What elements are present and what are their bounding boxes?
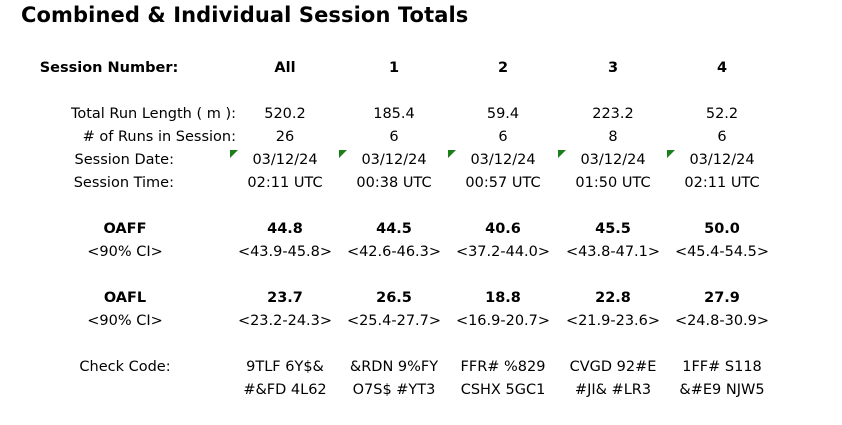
oaff-ci-cell[interactable]: <45.4-54.5> <box>674 244 770 260</box>
session-number-label: Session Number: <box>39 60 179 76</box>
check-code-cell[interactable]: #&FD 4L62 <box>243 382 327 398</box>
run-length-cell[interactable]: 52.2 <box>705 106 739 122</box>
num-runs-cell[interactable]: 6 <box>389 129 399 145</box>
session-date-label: Session Date: <box>74 152 174 168</box>
session-time-cell[interactable]: 02:11 UTC <box>247 175 323 191</box>
run-length-cell[interactable]: 59.4 <box>486 106 520 122</box>
oafl-ci-cell[interactable]: <24.8-30.9> <box>674 313 770 329</box>
check-code-cell[interactable]: #JI& #LR3 <box>574 382 652 398</box>
oaff-ci-row: <90% CI> <43.9-45.8> <42.6-46.3> <37.2-4… <box>0 241 842 264</box>
comment-indicator-icon[interactable] <box>448 150 456 158</box>
oafl-cell[interactable]: 22.8 <box>595 290 631 306</box>
session-date-cell[interactable]: 03/12/24 <box>558 149 668 172</box>
run-length-row: Total Run Length ( m ): 520.2 185.4 59.4… <box>0 103 842 126</box>
num-runs-cell[interactable]: 6 <box>498 129 508 145</box>
oafl-ci-cell[interactable]: <25.4-27.7> <box>346 313 442 329</box>
oaff-cell[interactable]: 44.5 <box>376 221 412 237</box>
column-header-all[interactable]: All <box>274 60 296 76</box>
session-time-label: Session Time: <box>73 175 174 191</box>
session-date-value: 03/12/24 <box>361 152 427 168</box>
session-time-cell[interactable]: 00:38 UTC <box>356 175 432 191</box>
session-date-cell[interactable]: 03/12/24 <box>448 149 558 172</box>
column-header-1[interactable]: 1 <box>388 60 400 76</box>
session-date-value: 03/12/24 <box>252 152 318 168</box>
column-header-2[interactable]: 2 <box>497 60 509 76</box>
check-code-cell[interactable]: CSHX 5GC1 <box>460 382 546 398</box>
oafl-cell[interactable]: 27.9 <box>704 290 740 306</box>
comment-indicator-icon[interactable] <box>558 150 566 158</box>
comment-indicator-icon[interactable] <box>339 150 347 158</box>
run-length-label: Total Run Length ( m ): <box>70 106 236 122</box>
num-runs-cell[interactable]: 8 <box>608 129 618 145</box>
oaff-cell[interactable]: 40.6 <box>485 221 521 237</box>
oaff-cell[interactable]: 45.5 <box>595 221 631 237</box>
oaff-cell[interactable]: 50.0 <box>704 221 740 237</box>
run-length-cell[interactable]: 185.4 <box>373 106 415 122</box>
comment-indicator-icon[interactable] <box>230 150 238 158</box>
oafl-label: OAFL <box>103 290 147 306</box>
check-code-row-2: #&FD 4L62 O7S$ #YT3 CSHX 5GC1 #JI& #LR3 … <box>0 379 842 402</box>
oaff-row: OAFF 44.8 44.5 40.6 45.5 50.0 <box>0 218 842 241</box>
check-code-cell[interactable]: 9TLF 6Y$& <box>246 359 324 375</box>
session-time-cell[interactable]: 00:57 UTC <box>465 175 541 191</box>
check-code-label: Check Code: <box>79 359 171 375</box>
session-date-value: 03/12/24 <box>470 152 536 168</box>
oaff-label: OAFF <box>103 221 147 237</box>
oafl-cell[interactable]: 18.8 <box>485 290 521 306</box>
num-runs-label: # of Runs in Session: <box>82 129 236 145</box>
oaff-ci-cell[interactable]: <43.8-47.1> <box>565 244 661 260</box>
oaff-ci-cell[interactable]: <37.2-44.0> <box>455 244 551 260</box>
comment-indicator-icon[interactable] <box>667 150 675 158</box>
session-time-cell[interactable]: 01:50 UTC <box>575 175 651 191</box>
session-date-value: 03/12/24 <box>580 152 646 168</box>
check-code-cell[interactable]: O7S$ #YT3 <box>352 382 436 398</box>
session-date-row: Session Date: 03/12/24 03/12/24 03/12/24… <box>0 149 842 172</box>
oafl-ci-label: <90% CI> <box>87 313 163 329</box>
oaff-cell[interactable]: 44.8 <box>267 221 303 237</box>
check-code-cell[interactable]: &#E9 NJW5 <box>679 382 765 398</box>
num-runs-row: # of Runs in Session: 26 6 6 8 6 <box>0 126 842 149</box>
num-runs-cell[interactable]: 6 <box>717 129 727 145</box>
oaff-ci-cell[interactable]: <42.6-46.3> <box>346 244 442 260</box>
check-code-cell[interactable]: &RDN 9%FY <box>349 359 439 375</box>
check-code-cell[interactable]: FFR# %829 <box>460 359 546 375</box>
oafl-ci-cell[interactable]: <23.2-24.3> <box>237 313 333 329</box>
oafl-cell[interactable]: 26.5 <box>376 290 412 306</box>
oafl-ci-cell[interactable]: <21.9-23.6> <box>565 313 661 329</box>
oafl-row: OAFL 23.7 26.5 18.8 22.8 27.9 <box>0 287 842 310</box>
check-code-row: Check Code: 9TLF 6Y$& &RDN 9%FY FFR# %82… <box>0 356 842 379</box>
oafl-cell[interactable]: 23.7 <box>267 290 303 306</box>
column-header-3[interactable]: 3 <box>607 60 619 76</box>
column-header-4[interactable]: 4 <box>716 60 728 76</box>
session-date-cell[interactable]: 03/12/24 <box>230 149 340 172</box>
check-code-cell[interactable]: CVGD 92#E <box>569 359 657 375</box>
session-time-row: Session Time: 02:11 UTC 00:38 UTC 00:57 … <box>0 172 842 195</box>
page-title: Combined & Individual Session Totals <box>21 3 469 27</box>
header-row: Session Number: All 1 2 3 4 <box>0 57 842 80</box>
oafl-ci-cell[interactable]: <16.9-20.7> <box>455 313 551 329</box>
oafl-ci-row: <90% CI> <23.2-24.3> <25.4-27.7> <16.9-2… <box>0 310 842 333</box>
session-time-cell[interactable]: 02:11 UTC <box>684 175 760 191</box>
num-runs-cell[interactable]: 26 <box>275 129 295 145</box>
session-date-cell[interactable]: 03/12/24 <box>667 149 777 172</box>
oaff-ci-cell[interactable]: <43.9-45.8> <box>237 244 333 260</box>
check-code-cell[interactable]: 1FF# S118 <box>682 359 762 375</box>
session-date-cell[interactable]: 03/12/24 <box>339 149 449 172</box>
oaff-ci-label: <90% CI> <box>87 244 163 260</box>
session-date-value: 03/12/24 <box>689 152 755 168</box>
run-length-cell[interactable]: 520.2 <box>264 106 306 122</box>
run-length-cell[interactable]: 223.2 <box>592 106 634 122</box>
